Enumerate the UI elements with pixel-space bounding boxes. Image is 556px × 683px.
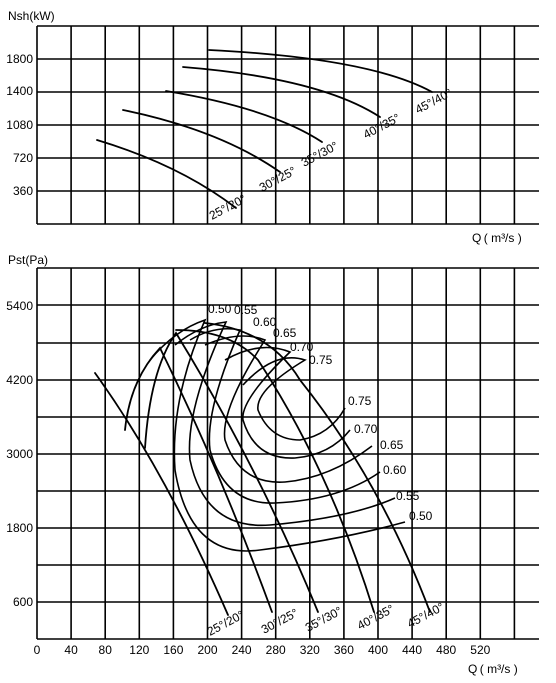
- pressure-x-tick-label: 160: [163, 643, 183, 657]
- power-y-tick-label: 1080: [6, 118, 33, 132]
- pressure-x-tick-label: 320: [300, 643, 320, 657]
- efficiency-label-right: 0.60: [383, 463, 407, 477]
- pressure-y-tick-label: 5400: [6, 299, 33, 313]
- power-y-tick-label: 360: [13, 184, 33, 198]
- power-x-axis-title: Q ( m³/s ): [472, 231, 522, 245]
- power-curve-label: 30°/25°: [257, 164, 299, 195]
- pressure-curve-1: [94, 372, 229, 616]
- efficiency-label-top: 0.65: [273, 326, 297, 340]
- pressure-x-tick-label: 360: [334, 643, 354, 657]
- pressure-x-tick-label: 280: [266, 643, 286, 657]
- power-y-axis-title: Nsh(kW): [8, 9, 55, 23]
- pressure-x-tick-label: 80: [99, 643, 113, 657]
- pressure-y-tick-label: 600: [13, 595, 33, 609]
- efficiency-label-top: 0.60: [253, 315, 277, 329]
- power-y-tick-label: 1800: [6, 52, 33, 66]
- efficiency-contour-5: [224, 346, 351, 459]
- pressure-curve-label: 40°/35°: [355, 602, 397, 633]
- power-y-tick-label: 720: [13, 151, 33, 165]
- efficiency-label-top: 0.75: [309, 353, 333, 367]
- pressure-x-tick-label: 240: [232, 643, 252, 657]
- efficiency-label-right: 0.70: [354, 422, 378, 436]
- pressure-y-tick-label: 1800: [6, 521, 33, 535]
- efficiency-contour-6: [242, 356, 346, 441]
- efficiency-contour-4: [204, 335, 373, 483]
- efficiency-contour-3: [189, 327, 381, 504]
- power-y-tick-label: 1400: [6, 84, 33, 98]
- pressure-x-tick-label: 480: [436, 643, 456, 657]
- efficiency-contour-2: [174, 321, 396, 527]
- pressure-chart: [36, 267, 539, 640]
- pressure-y-tick-label: 3000: [6, 447, 33, 461]
- pressure-curve-5: [204, 322, 431, 613]
- pressure-x-tick-label: 400: [368, 643, 388, 657]
- efficiency-label-top: 0.50: [208, 302, 232, 316]
- efficiency-label-right: 0.65: [380, 438, 404, 452]
- efficiency-label-right: 0.50: [409, 509, 433, 523]
- power-curve-label: 45°/40°: [413, 86, 455, 117]
- pressure-x-tick-label: 120: [129, 643, 149, 657]
- efficiency-contour-1: [149, 318, 406, 552]
- power-curve-2: [122, 109, 281, 173]
- pressure-x-tick-label: 520: [470, 643, 490, 657]
- pressure-curve-label: 45°/40°: [405, 600, 447, 631]
- pressure-x-tick-label: 200: [197, 643, 217, 657]
- pressure-y-axis-title: Pst(Pa): [8, 253, 48, 267]
- pressure-y-tick-label: 4200: [6, 373, 33, 387]
- power-curve-5: [208, 49, 433, 93]
- pressure-curve-2: [124, 346, 273, 613]
- pressure-x-axis-title: Q ( m³/s ): [468, 662, 518, 676]
- pressure-x-tick-label: 0: [34, 643, 41, 657]
- power-curve-label: 35°/30°: [299, 139, 341, 170]
- pressure-curve-3: [144, 331, 319, 613]
- pressure-curve-4: [175, 329, 375, 613]
- power-curve-4: [182, 66, 381, 118]
- efficiency-label-right: 0.55: [396, 489, 420, 503]
- efficiency-label-right: 0.75: [348, 394, 372, 408]
- power-chart: [36, 25, 539, 225]
- power-curve-label: 40°/35°: [361, 111, 403, 142]
- power-curve-3: [165, 90, 323, 143]
- efficiency-label-top: 0.55: [234, 303, 258, 317]
- pressure-curve-label: 30°/25°: [259, 606, 301, 637]
- pressure-x-tick-label: 40: [64, 643, 78, 657]
- pressure-curve-label: 25°/20°: [205, 608, 247, 639]
- power-curve-1: [96, 139, 237, 209]
- efficiency-label-top: 0.70: [290, 340, 314, 354]
- pressure-x-tick-label: 440: [402, 643, 422, 657]
